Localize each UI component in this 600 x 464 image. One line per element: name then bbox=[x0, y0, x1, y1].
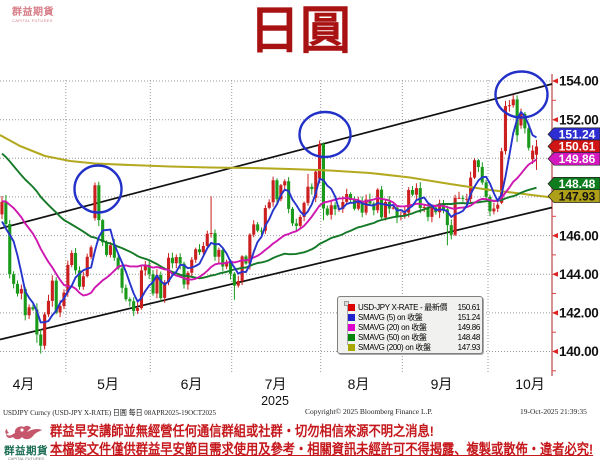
svg-text:6月: 6月 bbox=[181, 376, 203, 392]
svg-text:146.00: 146.00 bbox=[559, 228, 599, 243]
svg-text:152.00: 152.00 bbox=[559, 112, 599, 127]
svg-text:10月: 10月 bbox=[515, 376, 545, 392]
svg-text:142.00: 142.00 bbox=[559, 306, 599, 321]
svg-text:2025: 2025 bbox=[261, 394, 289, 408]
svg-text:147.93: 147.93 bbox=[559, 189, 596, 203]
svg-text:148.48: 148.48 bbox=[559, 177, 596, 191]
svg-text:151.24: 151.24 bbox=[559, 128, 596, 142]
svg-text:144.00: 144.00 bbox=[559, 267, 599, 282]
svg-text:5月: 5月 bbox=[97, 376, 119, 392]
svg-text:154.00: 154.00 bbox=[559, 74, 599, 89]
svg-text:150.61: 150.61 bbox=[559, 140, 596, 154]
svg-text:4月: 4月 bbox=[13, 376, 35, 392]
svg-text:7月: 7月 bbox=[265, 376, 287, 392]
svg-text:8月: 8月 bbox=[348, 376, 370, 392]
svg-text:140.00: 140.00 bbox=[559, 344, 599, 359]
svg-text:149.86: 149.86 bbox=[559, 152, 596, 166]
svg-text:9月: 9月 bbox=[431, 376, 453, 392]
